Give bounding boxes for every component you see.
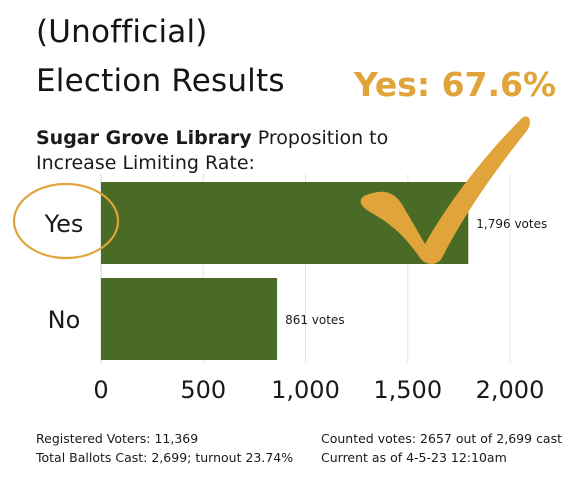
x-tick-labels: 0 500 1,000 1,500 2,000 bbox=[93, 376, 544, 404]
bars bbox=[101, 182, 469, 360]
x-tick-label-1000: 1,000 bbox=[271, 376, 340, 404]
annotations bbox=[12, 116, 530, 264]
category-label-no: No bbox=[48, 306, 81, 334]
title-line-1: (Unofficial) bbox=[36, 14, 208, 50]
ballots-cast: Total Ballots Cast: 2,699; turnout 23.74… bbox=[36, 450, 294, 465]
value-labels: 1,796 votes 861 votes bbox=[285, 217, 547, 327]
counted-votes: Counted votes: 2657 out of 2,699 cast bbox=[321, 431, 563, 446]
x-tick-label-2000: 2,000 bbox=[476, 376, 545, 404]
checkmark-icon bbox=[360, 116, 530, 264]
bar-yes bbox=[101, 182, 469, 264]
registered-voters: Registered Voters: 11,369 bbox=[36, 431, 199, 446]
library-name: Sugar Grove Library bbox=[36, 127, 252, 149]
footer-left: Registered Voters: 11,369 Total Ballots … bbox=[36, 429, 293, 467]
footer-right: Counted votes: 2657 out of 2,699 cast Cu… bbox=[321, 429, 562, 467]
category-labels: Yes No bbox=[44, 210, 84, 334]
title-line-2: Election Results bbox=[36, 63, 285, 99]
current-as-of: Current as of 4-5-23 12:10am bbox=[321, 450, 507, 465]
chart-subtitle: Sugar Grove Library Proposition to Incre… bbox=[36, 126, 388, 176]
value-label-no: 861 votes bbox=[285, 313, 345, 327]
subtitle-line-1: Sugar Grove Library Proposition to bbox=[36, 126, 388, 151]
highlight-circle bbox=[12, 182, 120, 260]
x-tick-label-500: 500 bbox=[180, 376, 226, 404]
value-label-yes: 1,796 votes bbox=[476, 217, 547, 231]
category-label-yes: Yes bbox=[44, 210, 84, 238]
yes-percentage-headline: Yes: 67.6% bbox=[354, 65, 557, 104]
x-tick-label-1500: 1,500 bbox=[373, 376, 442, 404]
x-tick-label-0: 0 bbox=[93, 376, 108, 404]
subtitle-line-2: Increase Limiting Rate: bbox=[36, 152, 255, 174]
bar-no bbox=[101, 278, 278, 360]
subtitle-text: Proposition to bbox=[251, 127, 389, 149]
